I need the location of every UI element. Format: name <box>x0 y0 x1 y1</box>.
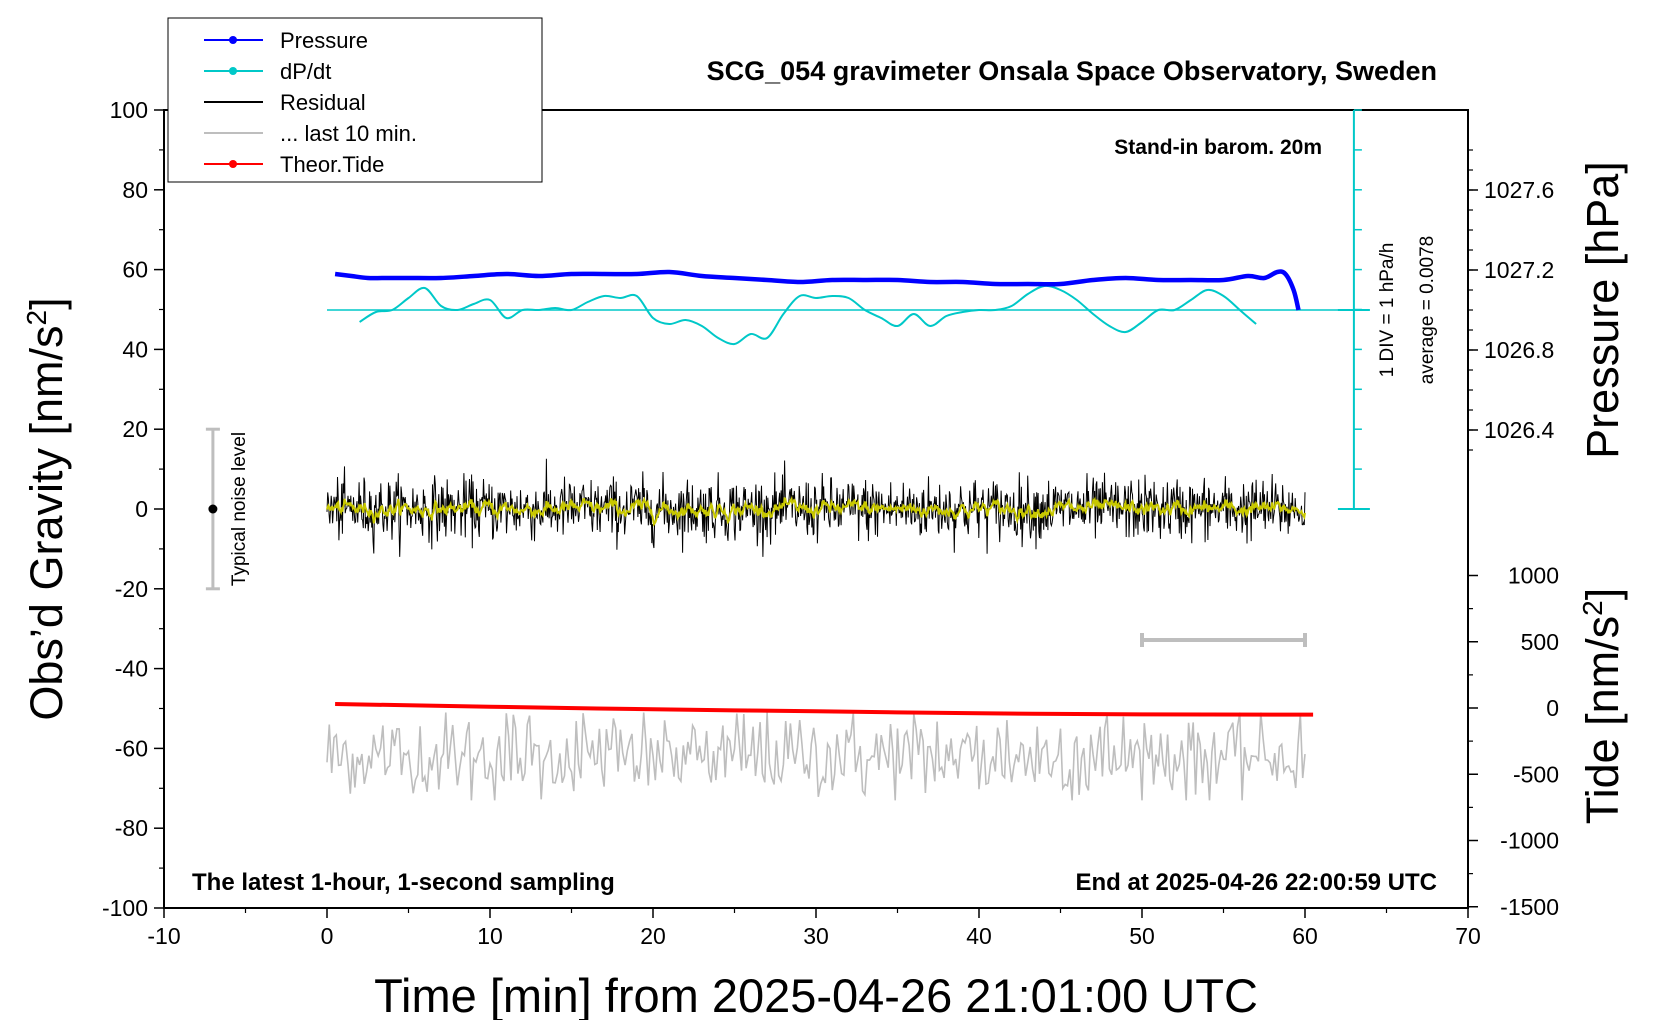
x-tick-label: 70 <box>1455 923 1481 949</box>
gravity-tick-label: 40 <box>122 336 148 362</box>
last-10-min-line <box>326 712 1306 801</box>
x-tick-label: 60 <box>1292 923 1318 949</box>
legend-box <box>167 17 543 183</box>
scale-div-label: 1 DIV = 1 hPa/h <box>1377 243 1398 378</box>
tide-tick-label: -1000 <box>1500 828 1559 854</box>
average-label: average = 0.0078 <box>1417 236 1438 384</box>
x-tick-label: 40 <box>966 923 992 949</box>
tide-axis-ticks: -1500 -1000 -500 0 500 1000 <box>1468 563 1559 920</box>
gravity-tick-label: -60 <box>115 735 148 761</box>
pressure-tick-label: 1026.4 <box>1484 417 1555 443</box>
legend-marker <box>229 67 237 75</box>
pressure-tick-label: 1027.2 <box>1484 257 1554 283</box>
chart-title: SCG_054 gravimeter Onsala Space Observat… <box>707 56 1437 86</box>
legend-marker <box>229 36 237 44</box>
legend-label: Theor.Tide <box>280 152 384 177</box>
pressure-axis-label: Pressure [hPa] <box>1577 161 1628 459</box>
bottom-left-note: The latest 1-hour, 1-second sampling <box>192 869 615 896</box>
tide-axis-label-sup: 2 <box>1577 600 1608 616</box>
x-axis-ticks: -10 0 10 20 30 40 50 60 70 <box>147 908 1481 949</box>
tide-axis-label: Tide [nm/s2] <box>1577 588 1628 824</box>
x-axis-label: Time [min] from 2025-04-26 21:01:00 UTC <box>374 969 1258 1020</box>
bottom-right-note: End at 2025-04-26 22:00:59 UTC <box>1076 869 1438 896</box>
legend-entries: Pressure dP/dt Residual ... last 10 min. The… <box>204 28 417 177</box>
legend: Pressure dP/dt Residual ... last 10 min. The… <box>167 17 543 183</box>
gravity-tick-label: -80 <box>115 815 148 841</box>
gravity-axis-ticks: -100 -80 -60 -40 -20 0 20 40 60 80 100 <box>102 97 164 921</box>
gravity-tick-label: 100 <box>110 97 148 123</box>
tide-tick-label: 500 <box>1521 629 1559 655</box>
tide-tick-label: -500 <box>1513 761 1559 787</box>
x-tick-label: 0 <box>321 923 334 949</box>
pressure-tick-label: 1027.6 <box>1484 177 1554 203</box>
last-10-min-bar <box>1140 633 1307 647</box>
x-tick-label: 10 <box>477 923 503 949</box>
pressure-tick-label: 1026.8 <box>1484 337 1554 363</box>
gravity-tick-label: 60 <box>122 257 148 283</box>
gravity-tick-label: 20 <box>122 416 148 442</box>
legend-label: Residual <box>280 90 366 115</box>
tide-tick-label: -1500 <box>1500 894 1559 920</box>
gravity-axis-label-end: ] <box>21 297 72 310</box>
gravity-tick-label: -40 <box>115 656 148 682</box>
gravity-tick-label: 0 <box>135 496 148 522</box>
legend-label: ... last 10 min. <box>280 121 417 146</box>
tide-tick-label: 1000 <box>1508 563 1559 589</box>
dpdt-scale-ruler <box>1337 109 1370 510</box>
x-tick-label: -10 <box>147 923 180 949</box>
noise-bar-center-dot <box>208 504 218 514</box>
tide-line <box>335 702 1314 717</box>
gravity-tick-label: -20 <box>115 576 148 602</box>
series-layer <box>326 269 1314 801</box>
x-tick-label: 50 <box>1129 923 1155 949</box>
tide-axis-label-text: Tide [nm/s <box>1577 616 1628 824</box>
noise-bar <box>205 427 220 591</box>
pressure-line <box>334 269 1301 311</box>
gravity-axis-label-sup: 2 <box>21 310 52 326</box>
tide-axis-label-end: ] <box>1577 588 1628 601</box>
residual-smoothed-line <box>326 495 1306 527</box>
legend-label: dP/dt <box>280 59 331 84</box>
x-tick-label: 30 <box>803 923 829 949</box>
gravity-axis-label: Obs’d Gravity [nm/s2] <box>21 297 72 720</box>
dpdt-line <box>359 284 1257 346</box>
gravity-tick-label: -100 <box>102 895 148 921</box>
noise-label: Typical noise level <box>229 432 250 586</box>
gravity-tick-label: 80 <box>122 177 148 203</box>
pressure-axis-ticks: 1026.4 1026.8 1027.2 1027.6 <box>1468 149 1555 451</box>
x-tick-label: 20 <box>640 923 666 949</box>
legend-marker <box>229 160 237 168</box>
gravity-axis-label-text: Obs’d Gravity [nm/s <box>21 326 72 721</box>
barometer-note: Stand-in barom. 20m <box>1114 136 1322 159</box>
tide-tick-label: 0 <box>1546 695 1559 721</box>
legend-label: Pressure <box>280 28 368 53</box>
